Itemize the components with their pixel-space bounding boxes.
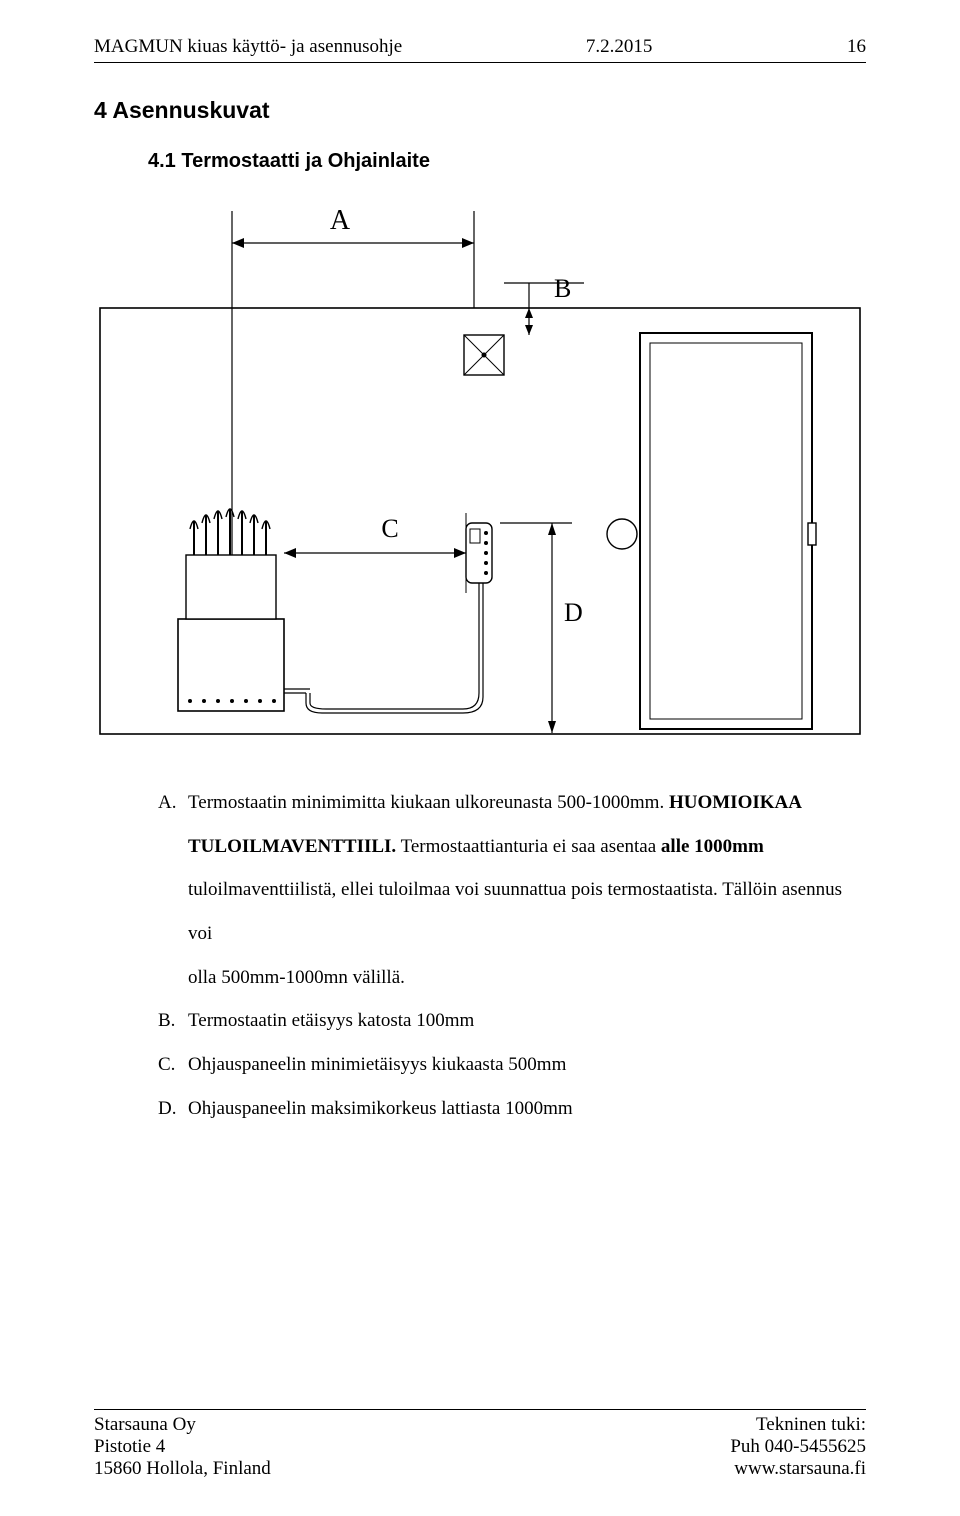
diagram-label-A: A xyxy=(330,205,351,236)
list-continuation: tuloilmaventtiilistä, ellei tuloilmaa vo… xyxy=(188,868,866,955)
list-marker: C. xyxy=(158,1043,188,1087)
list-text: Termostaatin minimimitta kiukaan ulkoreu… xyxy=(188,781,866,825)
header-page-number: 16 xyxy=(836,36,866,58)
list-item: B.Termostaatin etäisyys katosta 100mm xyxy=(158,999,866,1043)
installation-diagram: A B xyxy=(94,193,866,745)
footer-left-0: Starsauna Oy xyxy=(94,1414,196,1436)
footer-right-0: Tekninen tuki: xyxy=(756,1414,866,1436)
body-list: A.Termostaatin minimimitta kiukaan ulkor… xyxy=(158,781,866,1131)
header-date: 7.2.2015 xyxy=(586,36,653,58)
list-continuation: TULOILMAVENTTIILI. Termostaattianturia e… xyxy=(188,825,866,869)
page-footer: Starsauna Oy Tekninen tuki: Pistotie 4 P… xyxy=(94,1409,866,1480)
list-text: Termostaatin etäisyys katosta 100mm xyxy=(188,999,866,1043)
diagram-label-D: D xyxy=(564,598,583,627)
list-item: C.Ohjauspaneelin minimietäisyys kiukaast… xyxy=(158,1043,866,1087)
list-marker: D. xyxy=(158,1087,188,1131)
header-title: MAGMUN kiuas käyttö- ja asennusohje xyxy=(94,36,402,58)
control-panel-icon xyxy=(466,523,492,583)
list-text: Ohjauspaneelin maksimikorkeus lattiasta … xyxy=(188,1087,866,1131)
footer-right-1: Puh 040-5455625 xyxy=(730,1436,866,1458)
section-heading: 4 Asennuskuvat xyxy=(94,97,866,124)
air-vent-icon xyxy=(464,335,504,375)
footer-left-2: 15860 Hollola, Finland xyxy=(94,1458,271,1480)
list-item: D.Ohjauspaneelin maksimikorkeus lattiast… xyxy=(158,1087,866,1131)
list-marker: A. xyxy=(158,781,188,825)
list-text: Ohjauspaneelin minimietäisyys kiukaasta … xyxy=(188,1043,866,1087)
document-page: MAGMUN kiuas käyttö- ja asennusohje 7.2.… xyxy=(0,0,960,1516)
list-item: A.Termostaatin minimimitta kiukaan ulkor… xyxy=(158,781,866,825)
footer-right-2: www.starsauna.fi xyxy=(734,1458,866,1480)
list-continuation: olla 500mm-1000mn välillä. xyxy=(188,956,866,1000)
door-icon xyxy=(640,333,816,729)
list-marker: B. xyxy=(158,999,188,1043)
page-header: MAGMUN kiuas käyttö- ja asennusohje 7.2.… xyxy=(94,36,866,63)
footer-left-1: Pistotie 4 xyxy=(94,1436,165,1458)
subsection-heading: 4.1 Termostaatti ja Ohjainlaite xyxy=(148,150,866,173)
diagram-label-B: B xyxy=(554,274,571,303)
diagram-label-C: C xyxy=(381,514,398,543)
